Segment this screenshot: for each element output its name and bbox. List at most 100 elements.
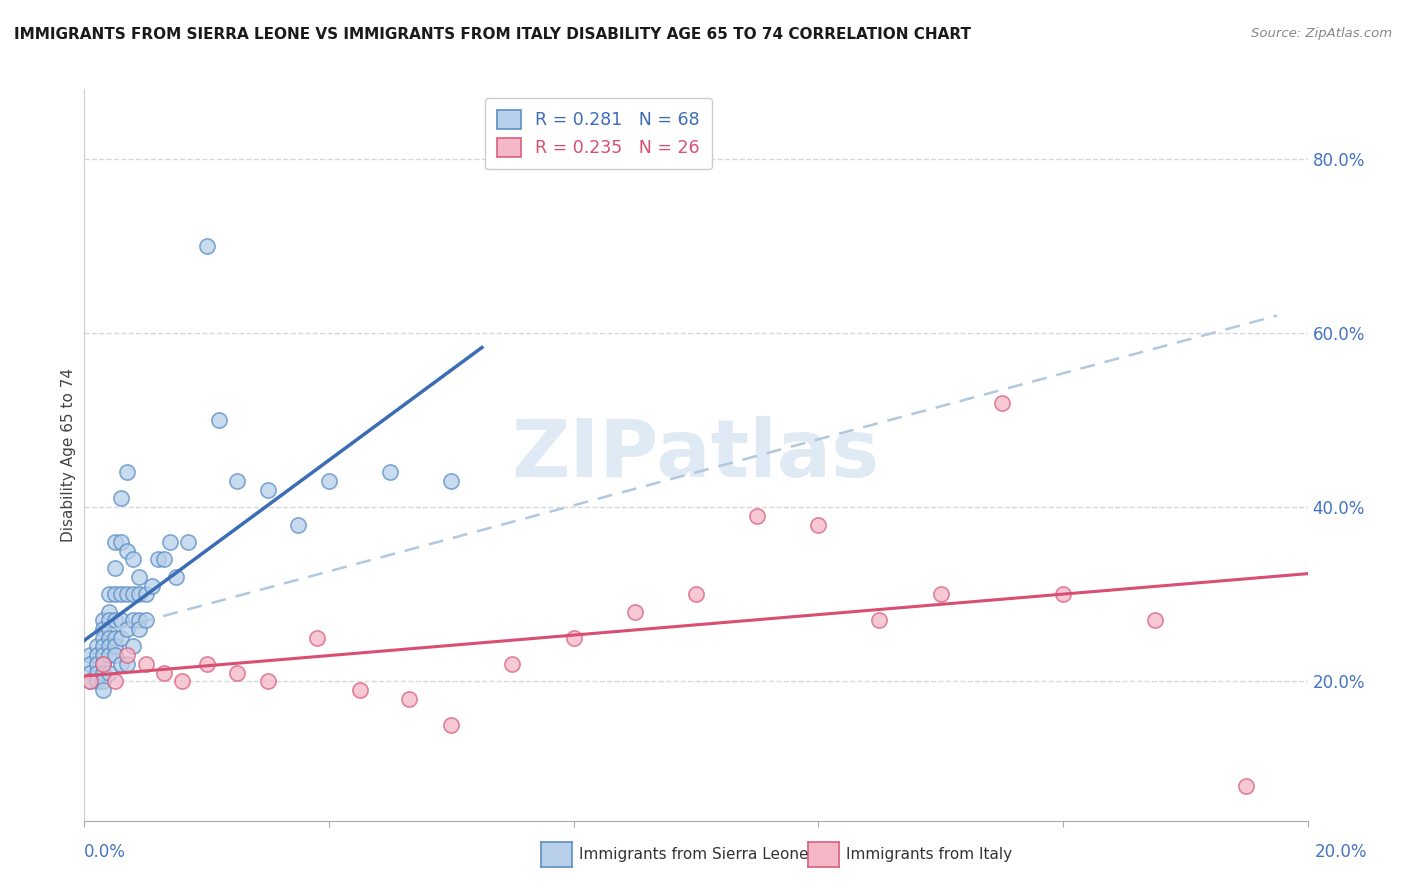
Point: [287, 517, 309, 532]
Point: [135, 587, 157, 601]
Point: [349, 683, 371, 698]
Point: [135, 657, 157, 671]
Point: [380, 466, 402, 480]
Point: [79, 674, 101, 689]
Point: [104, 674, 127, 689]
Point: [122, 640, 145, 654]
Point: [115, 657, 138, 671]
Point: [502, 657, 524, 671]
Point: [115, 587, 138, 601]
Point: [115, 622, 138, 636]
Point: [104, 587, 127, 601]
Point: [104, 535, 127, 549]
Point: [226, 665, 249, 680]
Point: [226, 474, 249, 488]
Point: [91, 683, 114, 698]
Point: [208, 413, 231, 427]
Point: [115, 543, 138, 558]
Point: [86, 674, 108, 689]
Point: [97, 587, 120, 601]
Point: [115, 466, 138, 480]
Point: [97, 605, 120, 619]
Point: [91, 665, 114, 680]
Point: [257, 674, 280, 689]
Point: [79, 674, 101, 689]
Text: ▪: ▪: [553, 838, 572, 866]
Point: [91, 657, 114, 671]
Point: [104, 613, 127, 627]
Point: [79, 657, 101, 671]
Point: [110, 535, 132, 549]
Point: [991, 395, 1014, 409]
Point: [172, 674, 194, 689]
Point: [110, 657, 132, 671]
Point: [110, 631, 132, 645]
Point: [869, 613, 891, 627]
Legend: R = 0.281   N = 68, R = 0.235   N = 26: R = 0.281 N = 68, R = 0.235 N = 26: [485, 98, 711, 169]
Text: Source: ZipAtlas.com: Source: ZipAtlas.com: [1251, 27, 1392, 40]
Point: [929, 587, 952, 601]
Point: [122, 587, 145, 601]
Point: [97, 622, 120, 636]
Text: IMMIGRANTS FROM SIERRA LEONE VS IMMIGRANTS FROM ITALY DISABILITY AGE 65 TO 74 CO: IMMIGRANTS FROM SIERRA LEONE VS IMMIGRAN…: [14, 27, 972, 42]
Point: [91, 674, 114, 689]
Point: [91, 640, 114, 654]
Point: [79, 665, 101, 680]
Point: [91, 648, 114, 663]
Point: [97, 640, 120, 654]
Point: [195, 239, 218, 253]
Point: [305, 631, 328, 645]
Point: [135, 613, 157, 627]
Point: [440, 474, 463, 488]
Point: [141, 578, 163, 592]
Point: [153, 665, 176, 680]
Point: [159, 535, 181, 549]
Point: [104, 631, 127, 645]
Point: [104, 648, 127, 663]
Point: [97, 631, 120, 645]
Point: [110, 613, 132, 627]
Point: [153, 552, 176, 566]
Point: [97, 665, 120, 680]
Point: [128, 570, 150, 584]
Point: [104, 561, 127, 575]
Point: [86, 648, 108, 663]
Point: [318, 474, 340, 488]
Point: [807, 517, 830, 532]
Point: [624, 605, 647, 619]
Point: [165, 570, 187, 584]
Point: [110, 587, 132, 601]
Point: [685, 587, 707, 601]
Point: [115, 648, 138, 663]
Point: [104, 640, 127, 654]
Text: 20.0%: 20.0%: [1315, 843, 1367, 861]
Point: [91, 657, 114, 671]
Point: [562, 631, 585, 645]
Point: [91, 622, 114, 636]
Point: [1143, 613, 1166, 627]
Point: [128, 613, 150, 627]
Point: [97, 613, 120, 627]
Point: [1052, 587, 1074, 601]
Point: [122, 552, 145, 566]
Point: [91, 613, 114, 627]
Point: [86, 665, 108, 680]
Text: 0.0%: 0.0%: [84, 843, 127, 861]
Point: [86, 657, 108, 671]
Text: Immigrants from Sierra Leone: Immigrants from Sierra Leone: [579, 847, 808, 862]
Point: [146, 552, 169, 566]
Point: [97, 648, 120, 663]
Y-axis label: Disability Age 65 to 74: Disability Age 65 to 74: [60, 368, 76, 542]
Point: [79, 648, 101, 663]
Point: [398, 691, 420, 706]
Point: [86, 640, 108, 654]
Point: [177, 535, 200, 549]
Point: [440, 718, 463, 732]
Point: [747, 508, 769, 523]
Point: [128, 587, 150, 601]
Point: [128, 622, 150, 636]
Point: [110, 491, 132, 506]
Point: [91, 631, 114, 645]
Point: [122, 613, 145, 627]
Point: [1236, 779, 1258, 793]
